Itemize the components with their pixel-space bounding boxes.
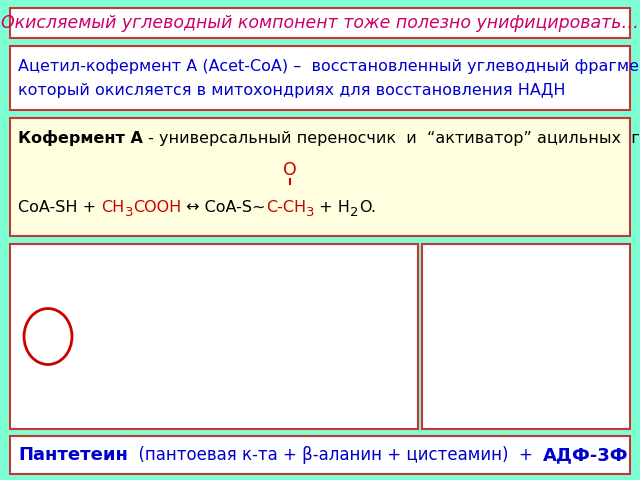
Text: АДФ-3Ф: АДФ-3Ф	[543, 446, 628, 464]
FancyBboxPatch shape	[10, 46, 630, 110]
Text: CH: CH	[101, 201, 125, 216]
Text: C-CH: C-CH	[266, 201, 306, 216]
Text: O: O	[283, 161, 297, 179]
FancyBboxPatch shape	[10, 244, 418, 429]
Text: + H: + H	[314, 201, 350, 216]
Text: COOH: COOH	[133, 201, 181, 216]
Text: 3: 3	[306, 205, 314, 218]
Text: который окисляется в митохондриях для восстановления НАДН: который окисляется в митохондриях для во…	[18, 83, 566, 97]
Text: 2: 2	[350, 205, 359, 218]
FancyBboxPatch shape	[10, 436, 630, 474]
Text: Ацетил-кофермент А (Acet-CoA) –  восстановленный углеводный фрагмент,: Ацетил-кофермент А (Acet-CoA) – восстано…	[18, 59, 640, 73]
Text: ↔ CoA-S~: ↔ CoA-S~	[181, 201, 266, 216]
Text: 3: 3	[125, 205, 133, 218]
Text: Кофермент А: Кофермент А	[18, 130, 143, 146]
FancyBboxPatch shape	[10, 8, 630, 38]
FancyBboxPatch shape	[10, 118, 630, 236]
Text: (пантоевая к-та + β-аланин + цистеамин)  +: (пантоевая к-та + β-аланин + цистеамин) …	[128, 446, 543, 464]
Text: Пантетеин: Пантетеин	[18, 446, 128, 464]
Text: Окисляемый углеводный компонент тоже полезно унифицировать…: Окисляемый углеводный компонент тоже пол…	[1, 14, 639, 32]
Text: - универсальный переносчик  и  “активатор” ацильных  групп: - универсальный переносчик и “активатор”…	[143, 131, 640, 145]
Text: O.: O.	[359, 201, 376, 216]
FancyBboxPatch shape	[422, 244, 630, 429]
Text: CoA-SH +: CoA-SH +	[18, 201, 101, 216]
